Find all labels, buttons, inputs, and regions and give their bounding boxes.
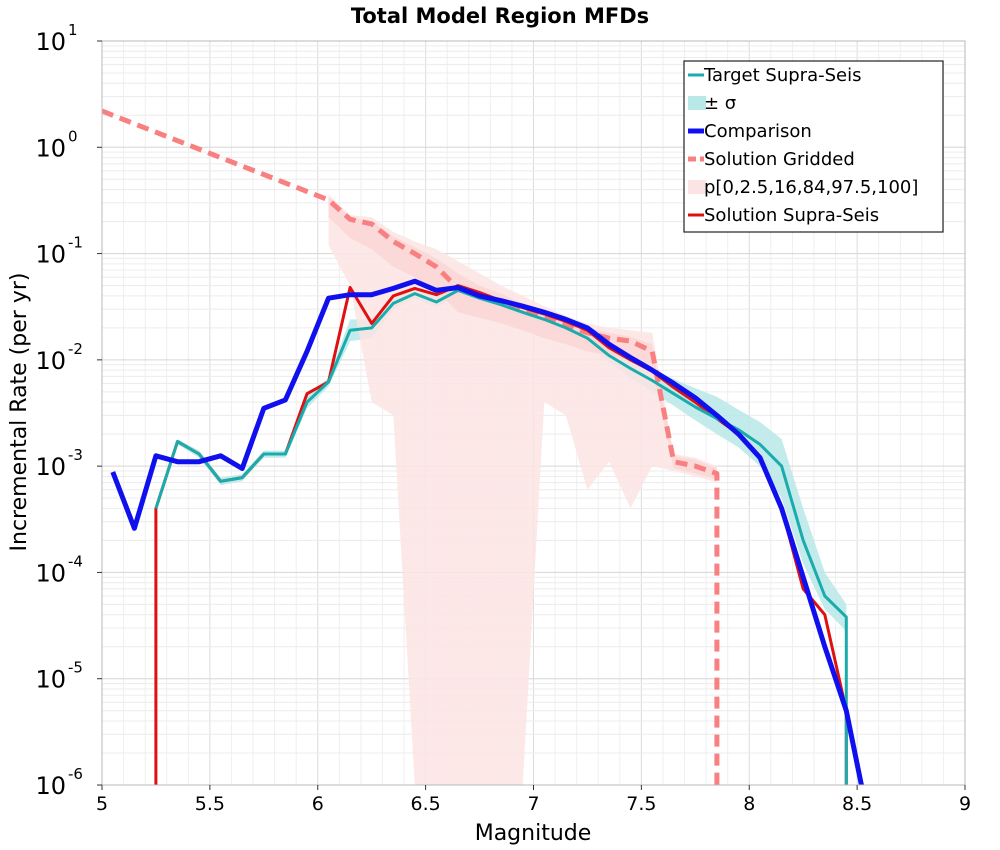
band-p-16-84- bbox=[328, 197, 717, 480]
series-lines-layer bbox=[102, 108, 864, 785]
legend-label: Solution Supra-Seis bbox=[704, 205, 879, 226]
y-tick-label: 10 bbox=[35, 772, 66, 800]
x-axis-ticks: 5 5.5 6 6.5 7 7.5 8 8.5 9 bbox=[96, 785, 971, 815]
y-tick-exponent: 1 bbox=[68, 21, 78, 39]
legend-label: Comparison bbox=[704, 121, 812, 142]
legend-label: Solution Gridded bbox=[704, 149, 855, 170]
y-tick-exponent: -5 bbox=[68, 659, 83, 677]
legend: Target Supra-Seis ± σ Comparison Solution G… bbox=[683, 60, 944, 233]
y-tick-exponent: -2 bbox=[68, 340, 83, 358]
legend-label: ± σ bbox=[704, 93, 736, 114]
x-tick-label: 7 bbox=[527, 793, 539, 815]
y-tick-exponent: 0 bbox=[68, 127, 78, 145]
y-tick-label: 10 bbox=[35, 559, 66, 587]
legend-swatch bbox=[688, 180, 706, 194]
y-axis-label: Incremental Rate (per yr) bbox=[7, 273, 32, 552]
legend-label: p[0,2.5,16,84,97.5,100] bbox=[704, 177, 918, 198]
x-tick-label: 6.5 bbox=[411, 793, 441, 815]
chart-title: Total Model Region MFDs bbox=[351, 4, 649, 28]
x-tick-label: 5.5 bbox=[195, 793, 225, 815]
y-tick-exponent: -3 bbox=[68, 446, 83, 464]
y-tick-exponent: -6 bbox=[68, 765, 83, 783]
y-tick-label: 10 bbox=[35, 453, 66, 481]
y-tick-exponent: -1 bbox=[68, 234, 83, 252]
x-tick-label: 6 bbox=[312, 793, 324, 815]
y-tick-label: 10 bbox=[35, 134, 66, 162]
y-tick-label: 10 bbox=[35, 241, 66, 269]
y-tick-label: 10 bbox=[35, 347, 66, 375]
y-tick-label: 10 bbox=[35, 28, 66, 56]
x-tick-label: 8 bbox=[743, 793, 755, 815]
series-line-target-supra-seis bbox=[154, 288, 848, 785]
x-tick-label: 5 bbox=[96, 793, 108, 815]
legend-swatch bbox=[688, 96, 706, 110]
x-tick-label: 7.5 bbox=[626, 793, 656, 815]
x-tick-label: 8.5 bbox=[842, 793, 872, 815]
y-tick-label: 10 bbox=[35, 666, 66, 694]
legend-label: Target Supra-Seis bbox=[703, 65, 861, 86]
legend-box bbox=[683, 60, 944, 233]
x-axis-label: Magnitude bbox=[475, 821, 592, 846]
y-tick-exponent: -4 bbox=[68, 552, 83, 570]
x-tick-label: 9 bbox=[959, 793, 971, 815]
series-line-comparison bbox=[110, 278, 864, 785]
